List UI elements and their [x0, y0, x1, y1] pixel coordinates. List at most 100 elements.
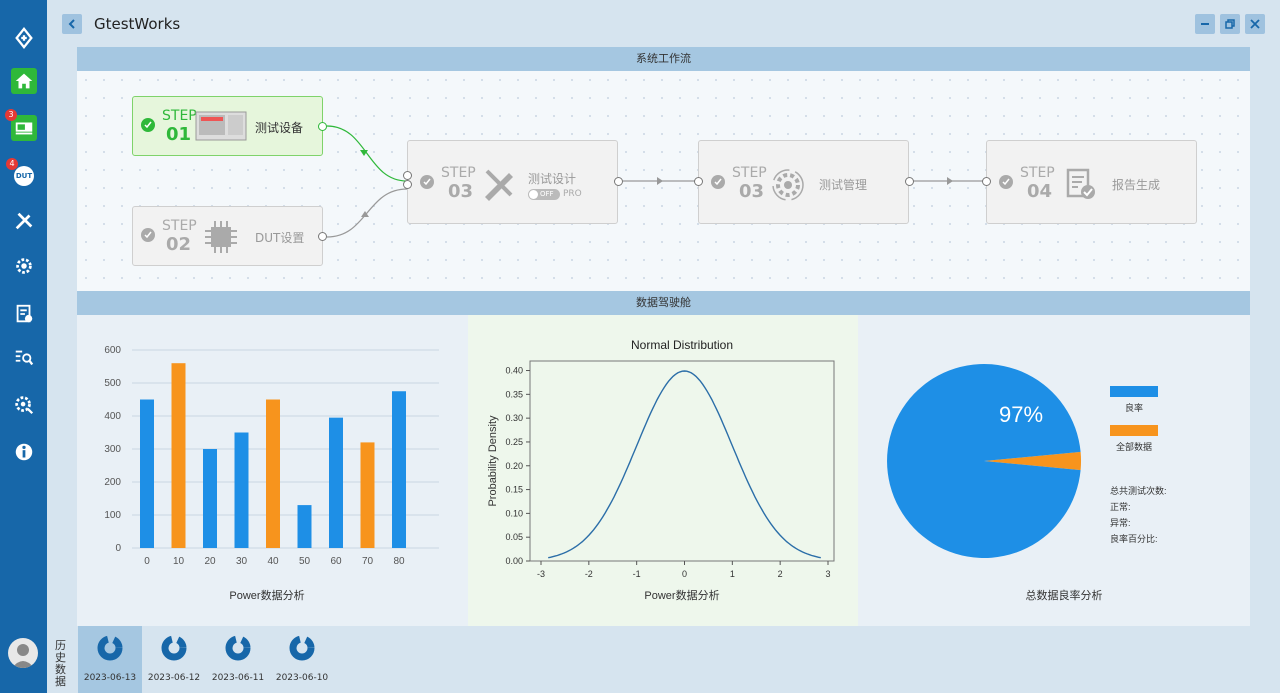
restore-button[interactable]: [1220, 14, 1240, 34]
restore-icon: [1225, 19, 1235, 29]
minimize-button[interactable]: [1195, 14, 1215, 34]
x-tick-label: -3: [537, 569, 545, 579]
y-tick-label: 0.10: [505, 508, 523, 518]
step-node-03-design[interactable]: STEP 03 测试设计 OFF PRO: [403, 140, 623, 224]
step-word: STEP: [732, 165, 767, 181]
input-port[interactable]: [403, 171, 412, 180]
history-item[interactable]: 2023-06-13: [78, 626, 142, 693]
x-tick-label: 80: [393, 556, 405, 567]
step-number: 01: [166, 124, 192, 145]
y-tick-label: 500: [104, 378, 121, 389]
x-tick-label: -2: [585, 569, 593, 579]
report-icon[interactable]: [12, 302, 36, 326]
x-tick-label: 2: [778, 569, 783, 579]
chart-title: Normal Distribution: [631, 338, 733, 352]
plot-frame: [529, 360, 835, 562]
history-label: 历史数据: [55, 639, 66, 688]
bar: [140, 399, 154, 548]
line-chart: Normal Distribution 0.00 0.05 0.10 0.15 0.20 0…: [487, 338, 835, 602]
x-tick-label: 30: [236, 556, 248, 567]
logo-icon[interactable]: [12, 26, 36, 50]
sidebar: 3 4 DUT: [0, 0, 47, 693]
test-equipment-icon: [195, 111, 247, 141]
check-icon: [141, 118, 155, 132]
device-badge: 3: [5, 109, 17, 121]
bar-chart: 0 100 200 300 400 500 600 0 10 20 30 40 50 60 70 80 Powe…: [104, 345, 439, 602]
dut-badge: 4: [6, 158, 18, 170]
step-number: 03: [739, 181, 765, 202]
x-axis-label: Power数据分析: [229, 588, 304, 602]
legend-swatch: [1110, 386, 1158, 397]
legend-label: 良率: [1125, 402, 1143, 413]
y-tick-label: 100: [104, 510, 121, 521]
tools-icon[interactable]: [12, 209, 36, 233]
dashboard: 0 100 200 300 400 500 600 0 10 20 30 40 50 60 70 80 Powe…: [77, 315, 1250, 626]
check-icon: [999, 175, 1013, 189]
pro-toggle[interactable]: OFF: [528, 189, 560, 200]
step-node-03-management[interactable]: STEP 03 测试管理: [694, 140, 914, 224]
avatar-icon: [12, 644, 34, 668]
step-label: 测试设备: [255, 121, 304, 135]
step-node-01[interactable]: STEP 01 测试设备: [132, 96, 327, 156]
y-tick-label: 0.40: [505, 366, 523, 376]
settings-icon[interactable]: [12, 254, 36, 278]
y-tick-label: 0.00: [505, 556, 523, 566]
stat-label: 总共测试次数:: [1110, 485, 1167, 496]
history-date: 2023-06-12: [147, 673, 201, 683]
gear-config-icon[interactable]: [12, 393, 36, 417]
output-port[interactable]: [318, 122, 327, 131]
series-line: [548, 370, 821, 559]
workflow-canvas: STEP 01 测试设备 STEP 02 DUT设置 STEP 03 测试设计 …: [77, 71, 1250, 291]
search-data-icon[interactable]: [12, 346, 36, 370]
input-port[interactable]: [982, 177, 991, 186]
x-tick-label: 0: [144, 556, 150, 567]
check-icon: [420, 175, 434, 189]
legend-swatch: [1110, 425, 1158, 436]
history-item[interactable]: 2023-06-11: [206, 626, 270, 693]
chevron-left-icon: [68, 19, 75, 29]
step-node-04[interactable]: STEP 04 报告生成: [982, 140, 1197, 224]
bar: [297, 505, 312, 548]
info-icon[interactable]: [12, 440, 36, 464]
y-tick-label: 0.30: [505, 413, 523, 423]
output-port[interactable]: [614, 177, 623, 186]
legend-label: 全部数据: [1116, 441, 1152, 452]
history-date: 2023-06-11: [211, 673, 265, 683]
stat-label: 正常:: [1110, 501, 1131, 512]
output-port[interactable]: [318, 232, 327, 241]
x-tick-label: 10: [173, 556, 185, 567]
history-item[interactable]: 2023-06-10: [270, 626, 334, 693]
bar: [392, 391, 406, 548]
device-icon[interactable]: 3: [5, 109, 37, 141]
report-generate-icon: [1066, 168, 1095, 199]
y-tick-label: 0.35: [505, 389, 523, 399]
y-tick-label: 300: [104, 444, 121, 455]
step-word: STEP: [162, 108, 197, 124]
back-button[interactable]: [62, 14, 82, 34]
pie-slice: [984, 451, 1082, 471]
design-tools-icon: [485, 169, 513, 201]
close-button[interactable]: [1245, 14, 1265, 34]
history-item[interactable]: 2023-06-12: [142, 626, 206, 693]
toggle-state: OFF: [540, 190, 554, 198]
x-tick-label: 50: [299, 556, 311, 567]
step-label: 测试管理: [819, 178, 868, 192]
avatar[interactable]: [8, 638, 38, 668]
output-port[interactable]: [905, 177, 914, 186]
x-tick-label: 1: [730, 569, 735, 579]
workflow-title: 系统工作流: [77, 47, 1250, 71]
step-label: 测试设计: [528, 172, 577, 186]
y-tick-label: 0.15: [505, 485, 523, 495]
input-port[interactable]: [694, 177, 703, 186]
x-axis-label: Power数据分析: [644, 588, 719, 602]
input-port[interactable]: [403, 180, 412, 189]
bar: [329, 417, 343, 548]
step-number: 03: [448, 181, 474, 202]
home-icon[interactable]: [11, 68, 37, 94]
donut-icon: [161, 635, 187, 661]
y-axis-label: Probability Density: [487, 415, 499, 507]
step-node-02[interactable]: STEP 02 DUT设置: [132, 206, 327, 266]
dut-icon[interactable]: 4 DUT: [6, 158, 36, 188]
arrow-icon: [657, 177, 663, 185]
